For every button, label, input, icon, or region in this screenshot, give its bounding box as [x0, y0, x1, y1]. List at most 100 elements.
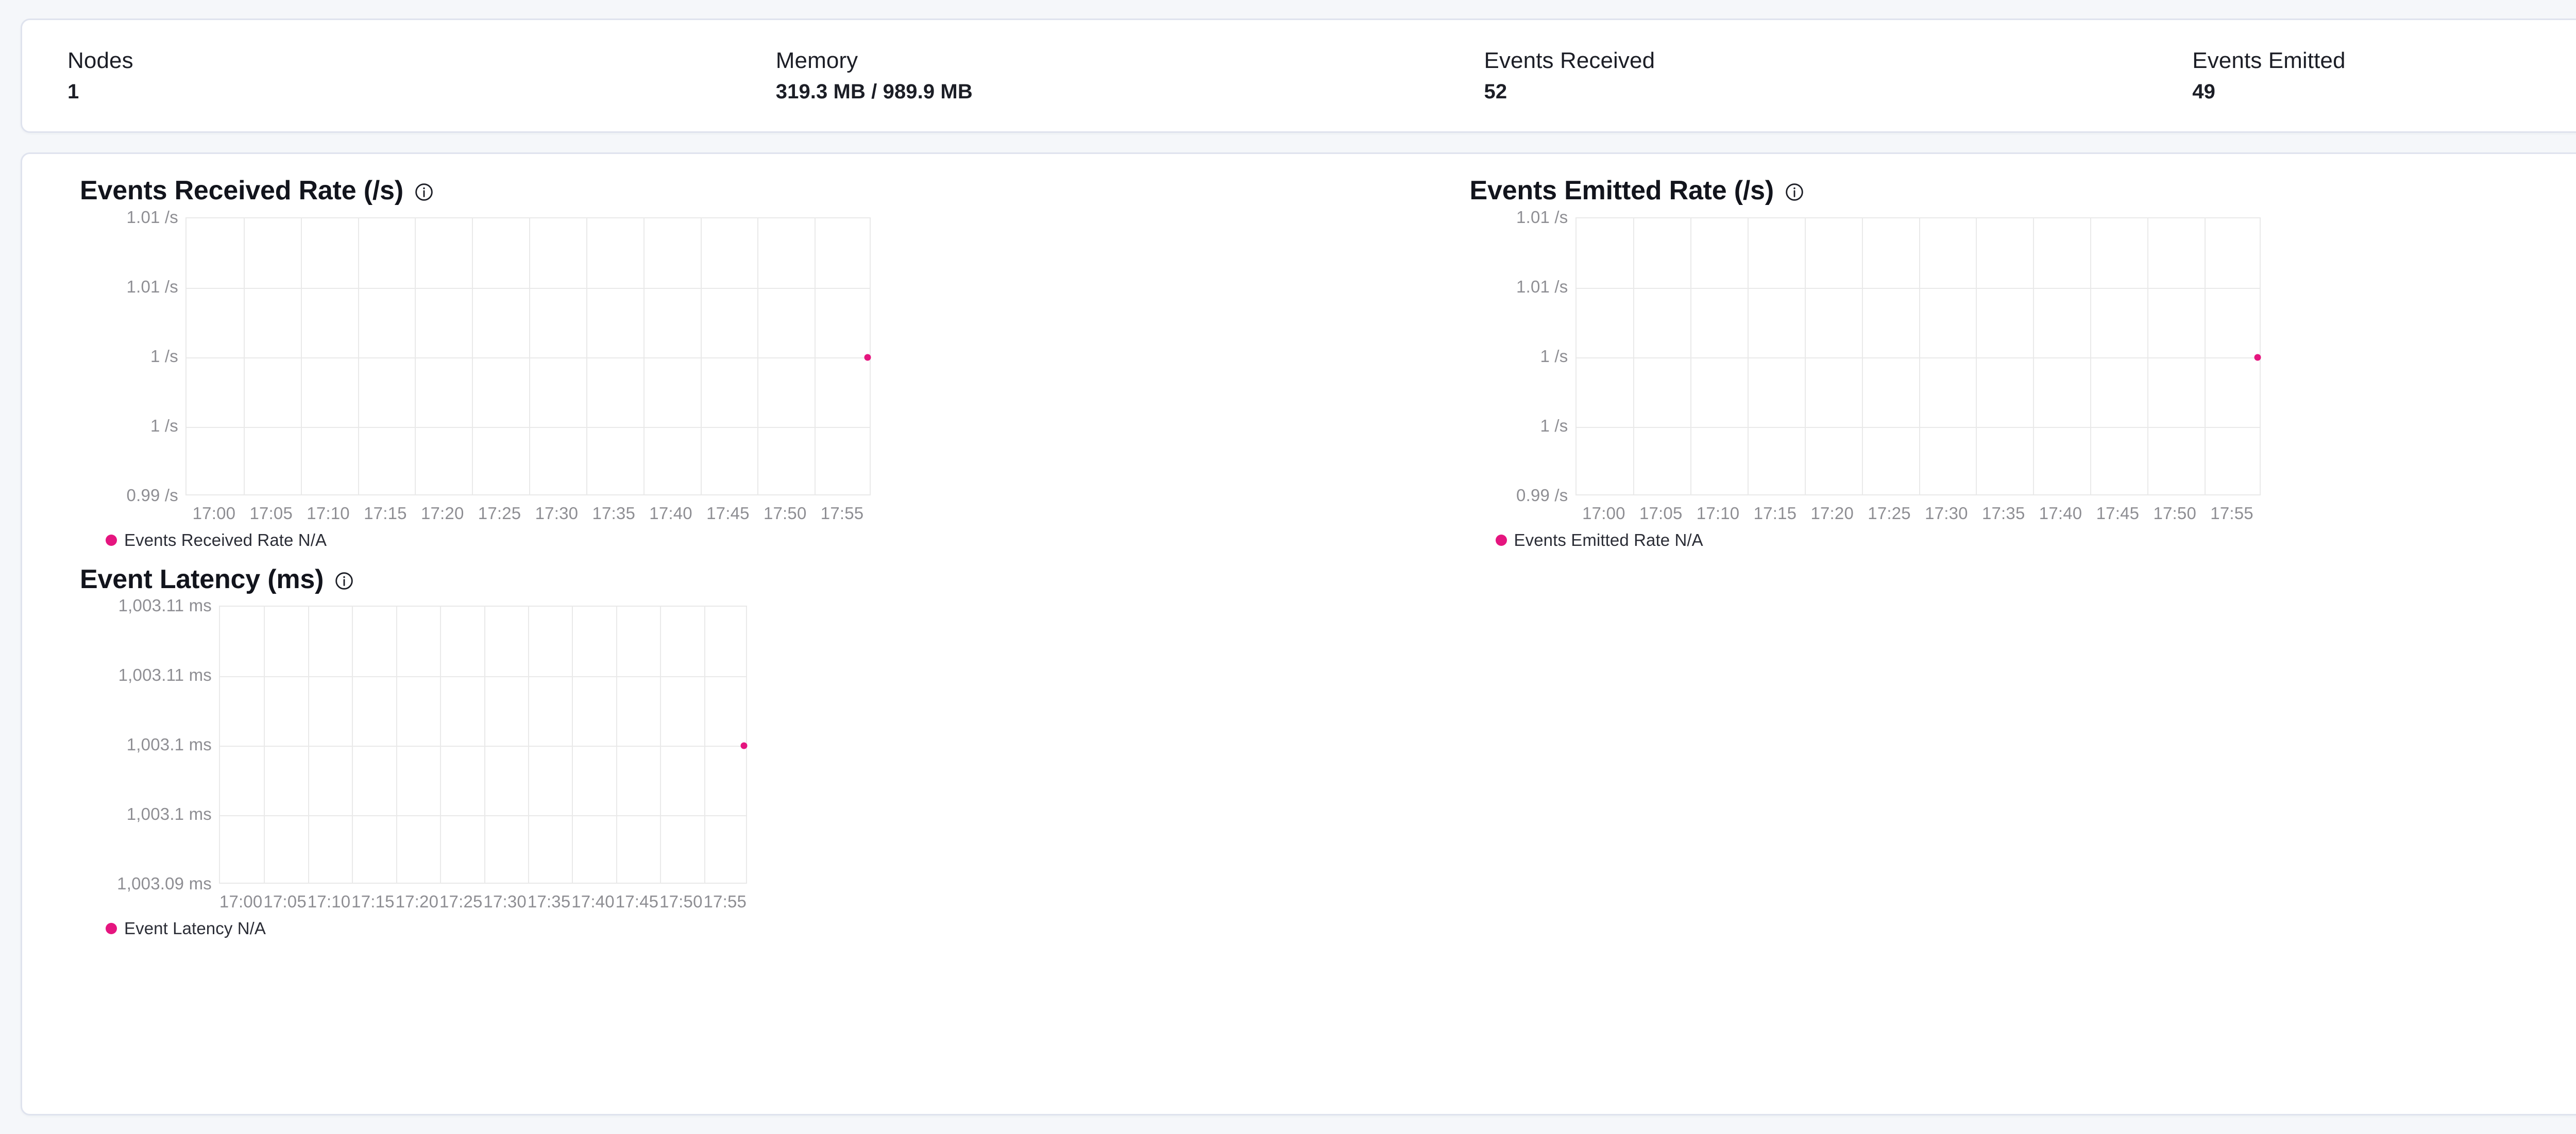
x-axis-tick-label: 17:05 [249, 503, 293, 523]
x-axis-tick-label: 17:05 [1639, 503, 1683, 523]
data-point[interactable] [864, 354, 871, 361]
gridline-horizontal [220, 746, 746, 747]
gridline-vertical [415, 218, 416, 494]
summary-stats-card: Nodes 1 Memory 319.3 MB / 989.9 MB Event… [21, 19, 2576, 133]
plot-grid [1575, 217, 2261, 495]
x-axis-tick-label: 17:50 [659, 892, 703, 912]
stat-events-emitted: Events Emitted 49 [2147, 49, 2576, 102]
legend-color-swatch [106, 534, 117, 546]
x-axis-tick-label: 17:45 [615, 892, 659, 912]
gridline-vertical [352, 607, 353, 883]
gridline-horizontal [220, 815, 746, 817]
gridline-vertical [704, 607, 705, 883]
gridline-vertical [440, 607, 442, 883]
gridline-vertical [660, 607, 662, 883]
plot-canvas: 1.01 /s 1.01 /s 1 /s 1 /s 0.99 /s 17:00 17:05 1… [1439, 208, 2576, 526]
gridline-vertical [1748, 218, 1749, 494]
y-axis-tick-label: 1 /s [150, 416, 178, 435]
x-axis-tick-label: 17:45 [706, 503, 750, 523]
gridline-horizontal [1576, 426, 2260, 428]
info-icon[interactable] [414, 182, 434, 202]
x-axis-tick-label: 17:00 [192, 503, 236, 523]
stat-value: 1 [67, 80, 79, 103]
gridline-vertical [2090, 218, 2091, 494]
x-axis-tick-label: 17:05 [263, 892, 307, 912]
legend-label: Events Received Rate N/A [124, 530, 327, 549]
x-axis-labels: 17:00 17:05 17:10 17:15 17:20 17:25 17:30 17:35… [1575, 500, 2261, 525]
x-axis-tick-label: 17:10 [307, 892, 351, 912]
x-axis-tick-label: 17:15 [1753, 503, 1797, 523]
gridline-horizontal [1576, 287, 2260, 289]
x-axis-tick-label: 17:30 [535, 503, 579, 523]
y-axis-tick-label: 1,003.1 ms [126, 735, 212, 754]
gridline-vertical [358, 218, 359, 494]
stat-label: Nodes [67, 48, 133, 73]
x-axis-tick-label: 17:40 [649, 503, 692, 523]
gridline-vertical [757, 218, 759, 494]
data-point[interactable] [740, 742, 748, 749]
gridline-vertical [2204, 218, 2206, 494]
chart-header: Events Emitted Rate (/s) [1439, 177, 2576, 205]
gridline-vertical [815, 218, 816, 494]
info-icon[interactable] [1784, 182, 1805, 202]
y-axis-tick-label: 1.01 /s [1516, 277, 1568, 296]
chart-plot: 1.01 /s 1.01 /s 1 /s 1 /s 0.99 /s 17:00 17:05 1… [1439, 208, 2576, 526]
chart-legend: Events Emitted Rate N/A [1439, 530, 2576, 550]
chart-events-emitted-rate: Events Emitted Rate (/s) 1.01 /s 1.01 /s 1… [1439, 177, 2576, 550]
legend-color-swatch [1495, 534, 1507, 546]
chart-legend: Events Received Rate N/A [49, 530, 1439, 550]
gridline-vertical [616, 607, 617, 883]
gridline-horizontal [1576, 357, 2260, 358]
x-axis-tick-label: 17:35 [527, 892, 571, 912]
legend-label: Event Latency N/A [124, 919, 266, 938]
x-axis-labels: 17:00 17:05 17:10 17:15 17:20 17:25 17:30 17:35… [219, 888, 747, 914]
legend-label: Events Emitted Rate N/A [1514, 530, 1703, 549]
x-axis-tick-label: 17:10 [1696, 503, 1740, 523]
chart-event-latency: Event Latency (ms) 1,003.11 ms 1,003.11 m… [49, 565, 1439, 939]
gridline-vertical [528, 607, 529, 883]
stat-label: Events Received [1484, 48, 1655, 73]
plot-grid [219, 606, 748, 884]
x-axis-tick-label: 17:00 [219, 892, 263, 912]
y-axis-tick-label: 1 /s [1540, 416, 1568, 435]
x-axis-tick-label: 17:50 [2153, 503, 2197, 523]
x-axis-tick-label: 17:25 [1868, 503, 1911, 523]
chart-header: Events Received Rate (/s) [49, 177, 1439, 205]
chart-title: Event Latency (ms) [80, 564, 324, 594]
x-axis-tick-label: 17:15 [351, 892, 395, 912]
info-icon[interactable] [334, 571, 354, 591]
y-axis-tick-label: 1,003.11 ms [118, 665, 212, 685]
x-axis-tick-label: 17:20 [1810, 503, 1854, 523]
x-axis-tick-label: 17:25 [478, 503, 521, 523]
chart-legend: Event Latency N/A [49, 919, 1439, 938]
gridline-vertical [300, 218, 302, 494]
gridline-vertical [472, 218, 473, 494]
gridline-horizontal [220, 676, 746, 678]
y-axis-tick-label: 1,003.09 ms [117, 874, 212, 894]
stat-memory: Memory 319.3 MB / 989.9 MB [731, 49, 1439, 102]
x-axis-tick-label: 17:30 [1925, 503, 1968, 523]
gridline-vertical [700, 218, 702, 494]
gridline-vertical [308, 607, 309, 883]
x-axis-labels: 17:00 17:05 17:10 17:15 17:20 17:25 17:30 17:35… [185, 500, 871, 525]
x-axis-tick-label: 17:55 [2210, 503, 2253, 523]
chart-plot: 1.01 /s 1.01 /s 1 /s 1 /s 0.99 /s 17:00 17:05 1… [49, 208, 1439, 526]
x-axis-tick-label: 17:00 [1582, 503, 1625, 523]
y-axis-tick-label: 1,003.11 ms [118, 596, 212, 615]
stat-value: 49 [2192, 80, 2215, 103]
gridline-vertical [264, 607, 265, 883]
gridline-vertical [484, 607, 485, 883]
chart-title: Events Received Rate (/s) [80, 176, 403, 205]
chart-events-received-rate: Events Received Rate (/s) 1.01 /s 1.01 /s… [49, 177, 1439, 550]
gridline-vertical [1804, 218, 1806, 494]
gridline-horizontal [187, 426, 870, 428]
x-axis-tick-label: 17:30 [483, 892, 527, 912]
x-axis-tick-label: 17:20 [420, 503, 464, 523]
chart-plot: 1,003.11 ms 1,003.11 ms 1,003.1 ms 1,003.1 … [49, 596, 1439, 915]
gridline-vertical [396, 607, 397, 883]
y-axis-tick-label: 1,003.1 ms [126, 804, 212, 824]
gridline-vertical [529, 218, 530, 494]
data-point[interactable] [2254, 354, 2261, 361]
gridline-vertical [586, 218, 587, 494]
stat-events-received: Events Received 52 [1439, 49, 2147, 102]
